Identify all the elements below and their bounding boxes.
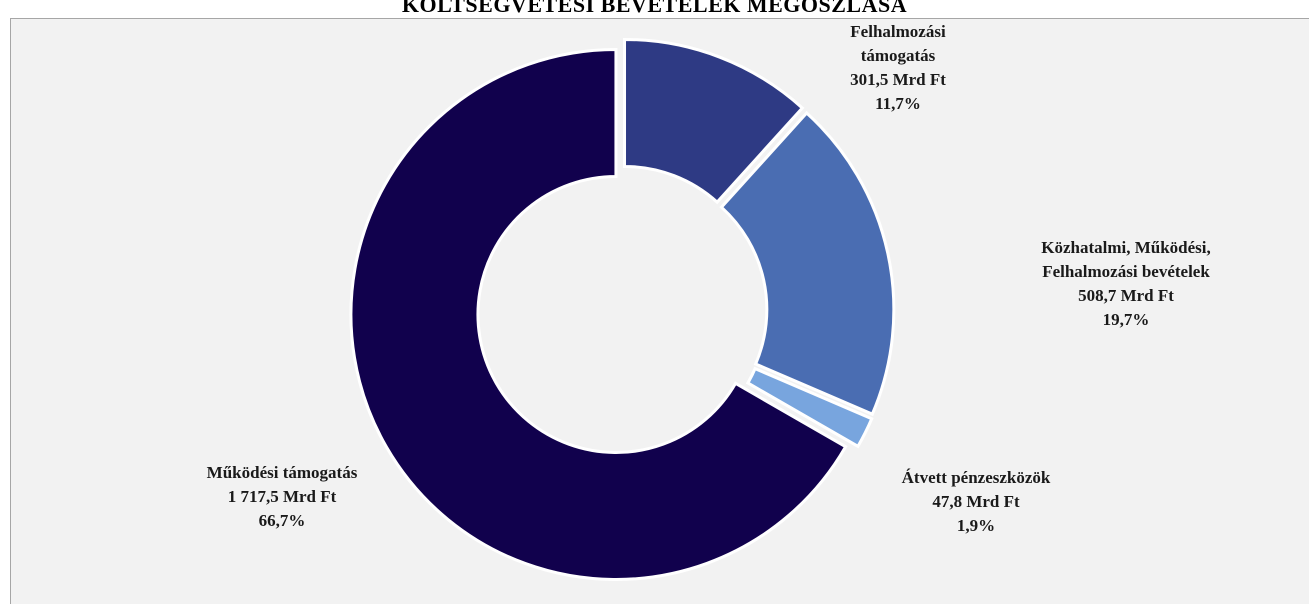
donut-slice-0 xyxy=(623,37,805,205)
label-kozhatalmi-bevetelek: Közhatalmi, Működési, Felhalmozási bevét… xyxy=(1041,236,1211,332)
chart-title: KÖLTSÉGVETÉSI BEVÉTELEK MEGOSZLÁSA xyxy=(401,0,908,17)
donut-slice-1 xyxy=(719,110,896,417)
label-name-line-2: támogatás xyxy=(860,46,936,65)
label-amount: 508,7 Mrd Ft xyxy=(1078,286,1174,305)
label-percent: 1,9% xyxy=(956,516,996,535)
label-atvett-penzeszkozok: Átvett pénzeszközök 47,8 Mrd Ft 1,9% xyxy=(902,466,1051,538)
label-amount: 301,5 Mrd Ft xyxy=(850,70,946,89)
label-name-line-1: Átvett pénzeszközök xyxy=(901,468,1051,487)
label-name-line-2: Felhalmozási bevételek xyxy=(1042,262,1210,281)
label-percent: 66,7% xyxy=(258,511,306,530)
label-percent: 19,7% xyxy=(1102,310,1150,329)
label-amount: 47,8 Mrd Ft xyxy=(932,492,1020,511)
label-percent: 11,7% xyxy=(875,94,921,113)
label-name-line-1: Közhatalmi, Működési, xyxy=(1041,238,1211,257)
label-felhalmozasi-tamogatas: Felhalmozási támogatás 301,5 Mrd Ft 11,7… xyxy=(850,20,946,116)
label-amount: 1 717,5 Mrd Ft xyxy=(227,487,337,506)
donut-slice-2 xyxy=(745,366,874,449)
label-mukodesi-tamogatas: Működési támogatás 1 717,5 Mrd Ft 66,7% xyxy=(207,461,358,533)
label-name-line-1: Működési támogatás xyxy=(206,463,358,482)
label-name-line-1: Felhalmozási xyxy=(850,22,946,41)
donut-slice-3 xyxy=(349,48,848,581)
